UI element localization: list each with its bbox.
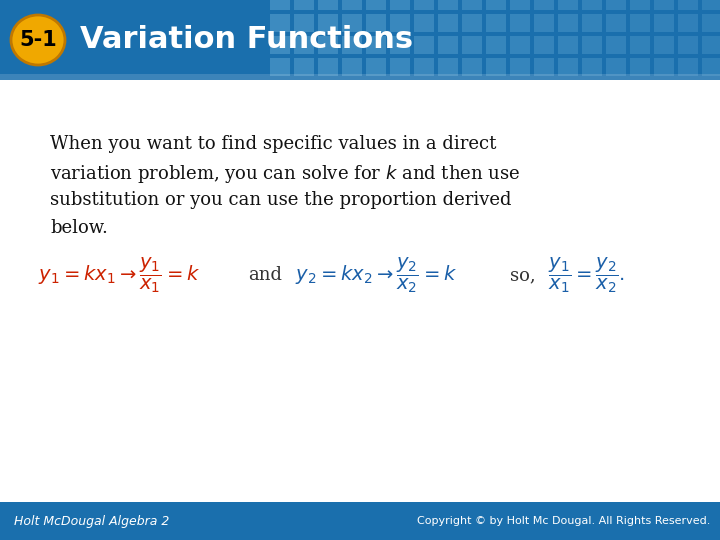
Text: When you want to find specific values in a direct: When you want to find specific values in…	[50, 135, 496, 153]
Bar	[366, 14, 386, 32]
Text: $\dfrac{y_1}{x_1} = \dfrac{y_2}{x_2}.$: $\dfrac{y_1}{x_1} = \dfrac{y_2}{x_2}.$	[548, 255, 625, 295]
Bar	[342, 0, 362, 10]
Bar	[534, 14, 554, 32]
Bar	[414, 14, 434, 32]
Bar	[654, 0, 674, 10]
Bar	[270, 58, 290, 76]
Bar	[390, 58, 410, 76]
Bar	[462, 36, 482, 54]
Bar	[390, 14, 410, 32]
Bar	[318, 36, 338, 54]
Bar	[630, 36, 650, 54]
Bar	[270, 14, 290, 32]
Bar	[606, 58, 626, 76]
Bar	[294, 0, 314, 10]
Bar	[702, 36, 720, 54]
Bar	[582, 14, 602, 32]
Bar	[654, 58, 674, 76]
Bar	[318, 0, 338, 10]
Text: variation problem, you can solve for $k$ and then use: variation problem, you can solve for $k$…	[50, 163, 521, 185]
Bar	[702, 58, 720, 76]
Bar	[438, 14, 458, 32]
Bar	[438, 0, 458, 10]
Bar	[486, 0, 506, 10]
Bar	[510, 58, 530, 76]
Bar	[678, 0, 698, 10]
Bar	[606, 36, 626, 54]
Bar	[486, 58, 506, 76]
Bar	[294, 58, 314, 76]
Bar	[318, 14, 338, 32]
Text: below.: below.	[50, 219, 108, 237]
Bar	[654, 14, 674, 32]
Bar	[366, 0, 386, 10]
Bar	[414, 36, 434, 54]
Bar	[534, 36, 554, 54]
Bar	[0, 74, 720, 80]
Bar	[294, 36, 314, 54]
Text: Copyright © by Holt Mc Dougal. All Rights Reserved.: Copyright © by Holt Mc Dougal. All Right…	[417, 516, 710, 526]
Bar	[270, 36, 290, 54]
Text: Holt McDougal Algebra 2: Holt McDougal Algebra 2	[14, 515, 169, 528]
Bar	[678, 58, 698, 76]
Bar	[342, 36, 362, 54]
Bar	[510, 14, 530, 32]
Bar	[390, 0, 410, 10]
Bar	[558, 36, 578, 54]
Bar	[558, 58, 578, 76]
Bar	[414, 58, 434, 76]
Bar	[630, 14, 650, 32]
Bar	[654, 36, 674, 54]
Text: $y_1 = kx_1 \rightarrow \dfrac{y_1}{x_1} = k$: $y_1 = kx_1 \rightarrow \dfrac{y_1}{x_1}…	[38, 255, 200, 295]
Bar	[678, 14, 698, 32]
Bar	[606, 14, 626, 32]
Bar	[270, 0, 290, 10]
Bar	[366, 58, 386, 76]
Bar	[486, 14, 506, 32]
Bar	[630, 58, 650, 76]
Bar	[582, 58, 602, 76]
Bar	[438, 36, 458, 54]
Bar	[702, 0, 720, 10]
Bar	[606, 0, 626, 10]
Bar	[678, 36, 698, 54]
Bar	[0, 0, 720, 80]
Bar	[510, 0, 530, 10]
Bar	[582, 36, 602, 54]
Bar	[462, 0, 482, 10]
Bar	[318, 58, 338, 76]
Bar	[294, 14, 314, 32]
Ellipse shape	[11, 15, 65, 65]
Text: $y_2 = kx_2 \rightarrow \dfrac{y_2}{x_2} = k$: $y_2 = kx_2 \rightarrow \dfrac{y_2}{x_2}…	[295, 255, 457, 295]
Bar	[702, 14, 720, 32]
Text: substitution or you can use the proportion derived: substitution or you can use the proporti…	[50, 191, 511, 209]
Bar	[510, 36, 530, 54]
Text: so,: so,	[510, 266, 536, 284]
Bar	[558, 14, 578, 32]
Text: and: and	[248, 266, 282, 284]
Bar	[366, 36, 386, 54]
Bar	[630, 0, 650, 10]
Text: Variation Functions: Variation Functions	[80, 25, 413, 55]
Bar	[582, 0, 602, 10]
Bar	[390, 36, 410, 54]
Bar	[342, 14, 362, 32]
Bar	[342, 58, 362, 76]
Bar	[438, 58, 458, 76]
Bar	[534, 0, 554, 10]
Bar	[462, 14, 482, 32]
Text: 5-1: 5-1	[19, 30, 57, 50]
Bar	[486, 36, 506, 54]
Bar	[0, 502, 720, 540]
Bar	[534, 58, 554, 76]
Bar	[414, 0, 434, 10]
Bar	[462, 58, 482, 76]
Bar	[558, 0, 578, 10]
